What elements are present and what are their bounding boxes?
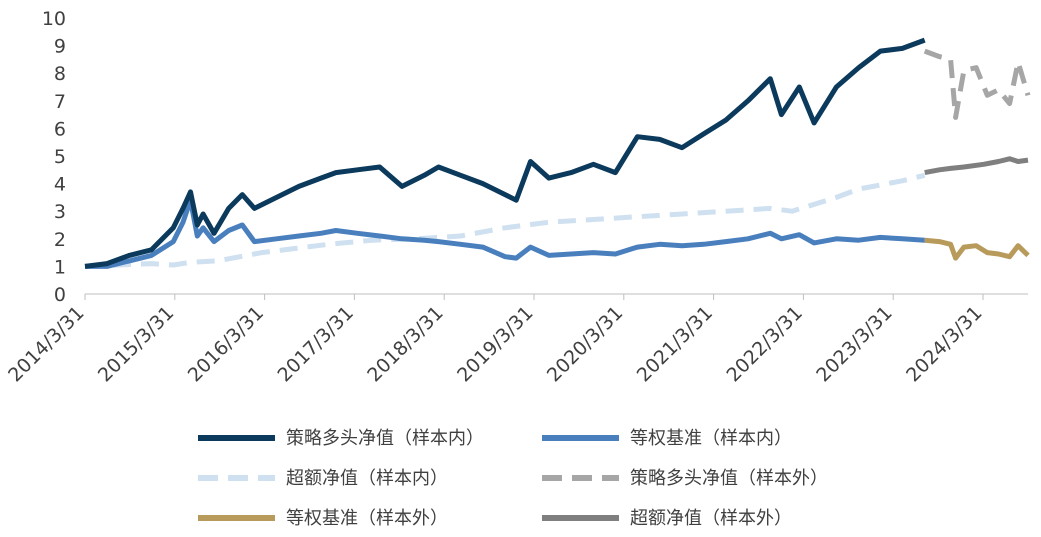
y-tick-label: 2 xyxy=(54,229,66,251)
x-tick-label: 2020/3/31 xyxy=(543,302,627,386)
y-tick-label: 0 xyxy=(54,284,66,306)
x-tick-label: 2022/3/31 xyxy=(722,302,806,386)
legend-label-2: 超额净值（样本内） xyxy=(286,468,448,489)
legend: 策略多头净值（样本内） 等权基准（样本内） 超额净值（样本内） 策略多头净值（样本外）… xyxy=(198,428,828,529)
x-tick-label: 2018/3/31 xyxy=(363,302,447,386)
x-tick-label: 2024/3/31 xyxy=(902,302,986,386)
series-line-5 xyxy=(924,156,1029,176)
series-line-2 xyxy=(84,172,926,269)
y-tick-label: 9 xyxy=(54,36,66,58)
y-tick-label: 1 xyxy=(54,256,66,278)
y-tick-label: 5 xyxy=(54,146,66,168)
y-axis-ticks: 0 1 2 3 4 5 6 7 8 9 10 xyxy=(42,8,66,306)
y-tick-label: 4 xyxy=(54,174,66,196)
legend-label-1: 等权基准（样本内） xyxy=(630,428,792,449)
legend-label-3: 策略多头净值（样本外） xyxy=(630,468,828,489)
x-tick-label: 2015/3/31 xyxy=(94,302,178,386)
x-tick-label: 2017/3/31 xyxy=(273,302,357,386)
plot-area xyxy=(84,37,1031,269)
legend-label-0: 策略多头净值（样本内） xyxy=(286,428,484,449)
x-tick-label: 2016/3/31 xyxy=(184,302,268,386)
y-tick-label: 7 xyxy=(54,91,66,113)
series-line-3 xyxy=(923,48,1031,120)
y-tick-label: 3 xyxy=(54,201,66,223)
x-tick-label: 2014/3/31 xyxy=(4,302,88,386)
x-tick-label: 2021/3/31 xyxy=(633,302,717,386)
series-line-0 xyxy=(84,37,926,269)
series-line-4 xyxy=(924,237,1030,261)
x-axis-ticks: 2014/3/31 2015/3/31 2016/3/31 2017/3/31 2018… xyxy=(4,294,987,386)
y-tick-label: 8 xyxy=(54,63,66,85)
legend-label-4: 等权基准（样本外） xyxy=(286,508,448,529)
series-line-1 xyxy=(85,197,925,269)
y-tick-label: 6 xyxy=(54,118,66,140)
legend-label-5: 超额净值（样本外） xyxy=(630,508,792,529)
x-tick-label: 2023/3/31 xyxy=(812,302,896,386)
x-tick-label: 2019/3/31 xyxy=(453,302,537,386)
y-tick-label: 10 xyxy=(42,8,66,30)
